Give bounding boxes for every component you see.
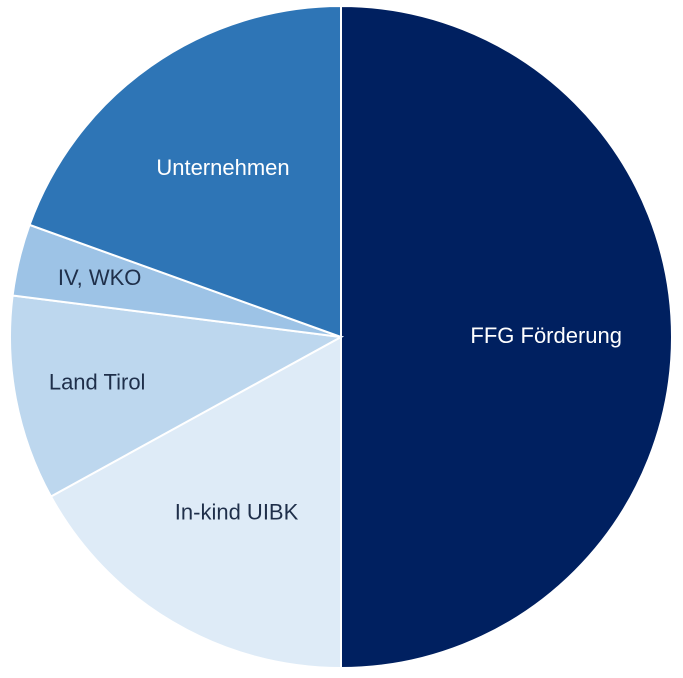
pie-slice [28, 4, 342, 339]
slice-label: IV, WKO [58, 265, 142, 290]
slice-label: In-kind UIBK [175, 499, 299, 524]
slice-label: Land Tirol [49, 369, 146, 394]
pie-slice [9, 294, 345, 498]
pie-slice [340, 4, 673, 670]
pie-slice [49, 335, 342, 670]
slice-label: FFG Förderung [470, 323, 622, 348]
slice-label: Unternehmen [156, 155, 289, 180]
